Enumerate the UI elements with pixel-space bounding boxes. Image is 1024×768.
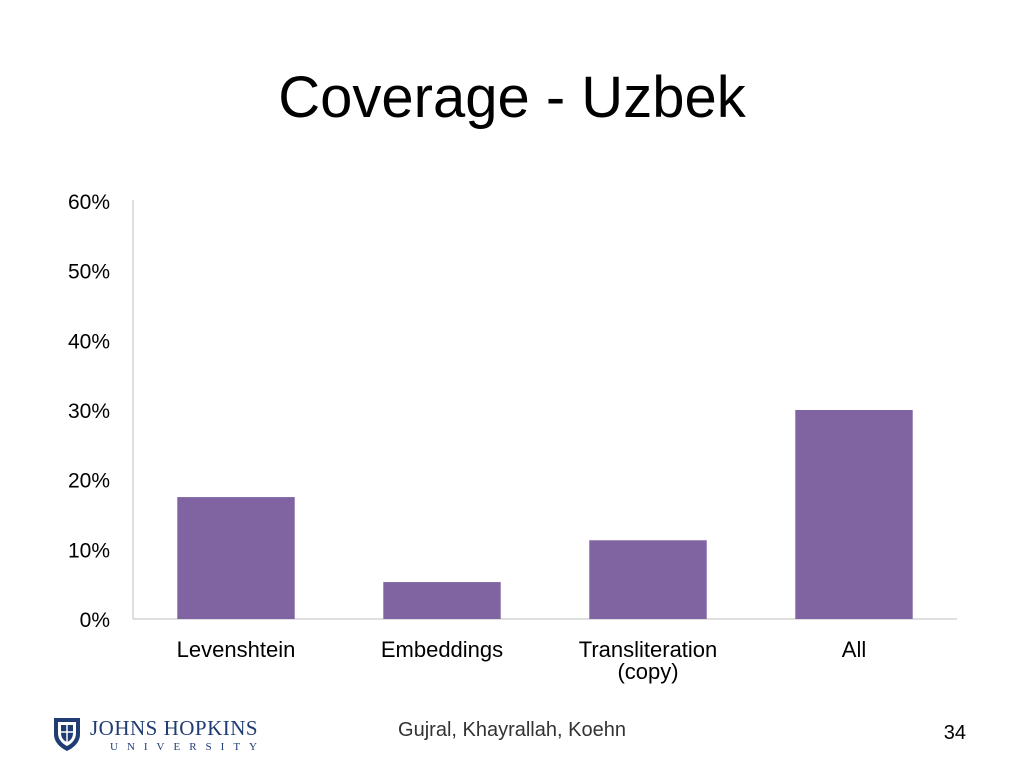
category-label-0: Levenshtein (177, 637, 296, 662)
johns-hopkins-logo: JOHNS HOPKINS UNIVERSITY (52, 716, 262, 756)
category-label-1: Embeddings (381, 637, 503, 662)
y-tick-label-1: 10% (68, 539, 110, 562)
logo-subtitle: UNIVERSITY (110, 741, 266, 753)
y-tick-label-3: 30% (68, 400, 110, 423)
page-number: 34 (943, 722, 966, 744)
y-tick-label-5: 50% (68, 261, 110, 284)
logo-name: JOHNS HOPKINS (90, 716, 259, 740)
footer-authors: Gujral, Khayrallah, Koehn (398, 719, 626, 741)
category-label-3: All (842, 637, 866, 662)
bar-0 (177, 497, 295, 619)
y-tick-label-6: 60% (68, 191, 110, 214)
y-tick-labels: 0% 10% 20% 30% 40% 50% 60% (68, 191, 110, 632)
bar-2 (589, 540, 707, 619)
bars-group (177, 410, 913, 619)
y-tick-label-0: 0% (80, 609, 110, 632)
category-label-2: Transliteration (copy) (579, 637, 718, 684)
x-category-labels: Levenshtein Embeddings Transliteration (cop… (177, 637, 867, 684)
y-tick-label-2: 20% (68, 470, 110, 493)
bar-1 (383, 582, 501, 619)
university-shield-icon (54, 718, 80, 751)
bar-3 (795, 410, 913, 619)
slide-title: Coverage - Uzbek (278, 65, 746, 130)
y-tick-label-4: 40% (68, 330, 110, 353)
